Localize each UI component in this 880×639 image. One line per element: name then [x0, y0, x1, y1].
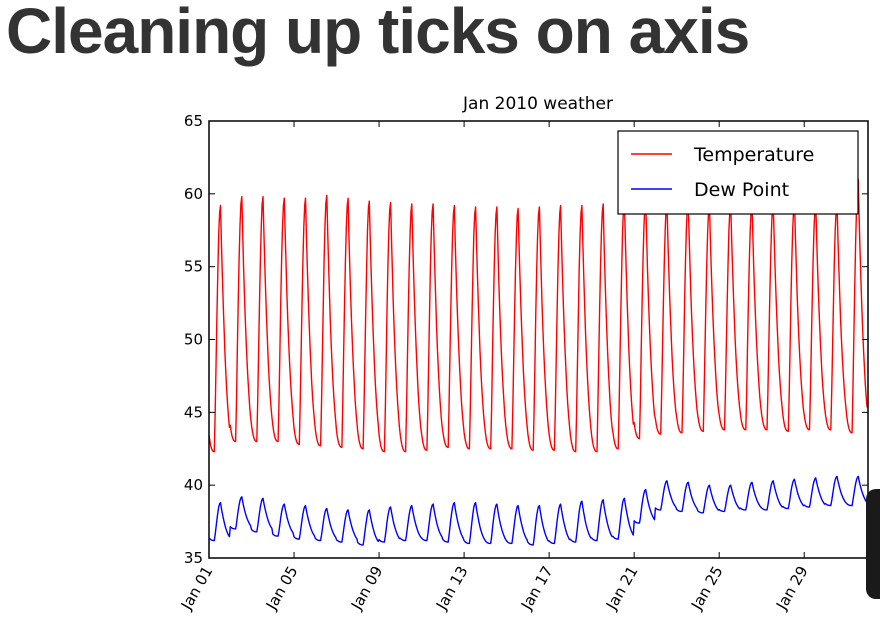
x-tick-label: Jan 13 [432, 563, 472, 614]
x-tick-label: Jan 09 [347, 563, 387, 614]
series-line-dew-point [208, 475, 868, 546]
x-tick-label: Jan 29 [772, 563, 812, 614]
legend: Temperature Dew Point [617, 130, 859, 215]
slide-title: Cleaning up ticks on axis [6, 0, 750, 67]
series-line-temperature [208, 178, 868, 453]
legend-box [617, 130, 859, 215]
legend-label-temperature: Temperature [693, 144, 814, 166]
chart-title: Jan 2010 weather [462, 94, 613, 114]
y-tick-label: 50 [184, 331, 203, 349]
y-tick-label: 35 [184, 549, 203, 567]
y-tick-label: 55 [184, 258, 203, 276]
y-tick-label: 45 [184, 403, 203, 421]
x-tick-label: Jan 01 [177, 563, 217, 614]
y-tick-label: 65 [184, 112, 203, 130]
y-tick-label: 60 [184, 185, 203, 203]
y-axis: 35 40 45 50 55 60 65 [184, 112, 868, 567]
legend-label-dew-point: Dew Point [694, 179, 789, 201]
y-tick-label: 40 [184, 476, 203, 494]
plot-lines [208, 178, 868, 546]
x-tick-label: Jan 05 [262, 563, 302, 614]
x-tick-label: Jan 17 [517, 563, 557, 614]
x-tick-label: Jan 25 [687, 563, 727, 614]
x-tick-label: Jan 21 [602, 563, 642, 614]
presenter-silhouette [866, 489, 880, 599]
